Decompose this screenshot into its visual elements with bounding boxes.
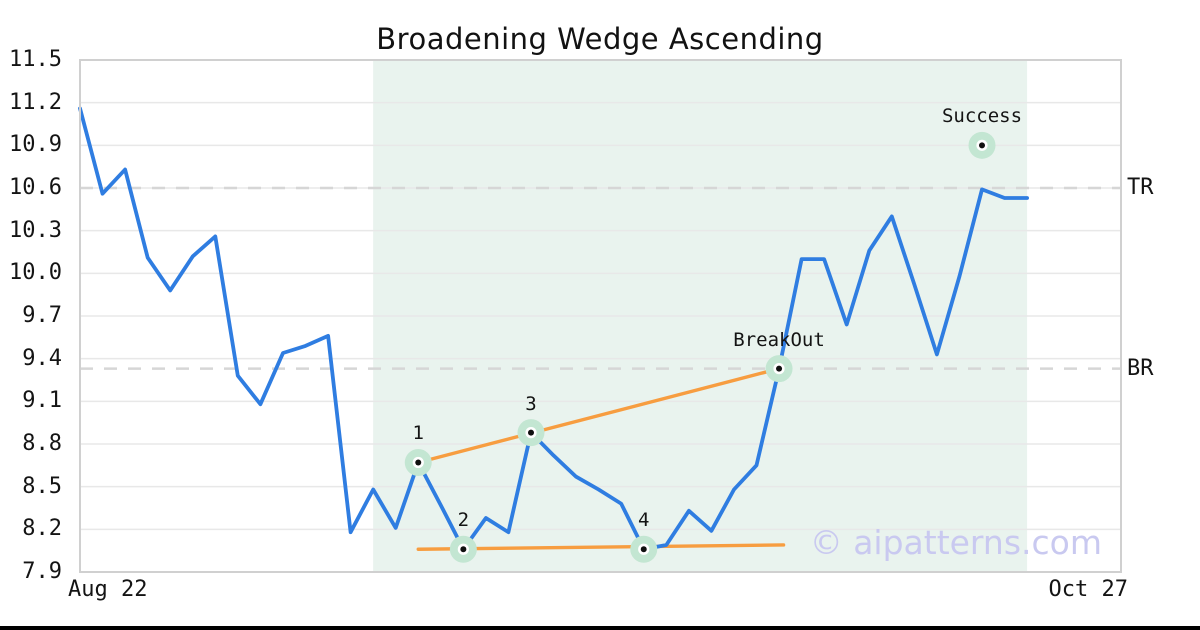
watermark-text: © aipatterns.com (809, 523, 1102, 562)
marker-1 (404, 448, 432, 476)
y-tick-label: 11.2 (9, 89, 62, 115)
y-tick-label: 11.5 (9, 47, 62, 72)
level-label-TR: TR (1127, 175, 1154, 200)
marker-label-1: 1 (412, 422, 424, 445)
y-tick-label: 10.0 (9, 260, 62, 286)
y-tick-label: 10.6 (9, 175, 62, 200)
marker-label-2: 2 (457, 509, 470, 532)
level-label-BR: BR (1127, 355, 1154, 381)
marker-label-Success: Success (941, 105, 1023, 128)
marker-BreakOut (765, 355, 793, 383)
bottom-bar (0, 626, 1200, 630)
x-axis-start-label: Aug 22 (68, 577, 148, 602)
plot-border (79, 59, 1122, 573)
y-tick-label: 9.1 (22, 388, 62, 414)
upper-trendline (416, 366, 781, 465)
y-tick-label: 10.9 (9, 132, 62, 158)
y-tick-label: 9.7 (22, 303, 62, 328)
marker-3 (517, 419, 545, 447)
y-tick-label: 7.9 (22, 559, 62, 584)
marker-label-4: 4 (638, 509, 650, 532)
y-tick-label: 8.8 (22, 431, 62, 456)
y-tick-label: 9.4 (22, 345, 62, 371)
price-line (78, 106, 1029, 552)
marker-label-3: 3 (525, 392, 537, 415)
chart-title: Broadening Wedge Ascending (376, 22, 824, 56)
marker-4 (630, 535, 658, 563)
lower-trendline (416, 543, 786, 551)
y-tick-label: 8.2 (22, 516, 62, 542)
marker-label-BreakOut: BreakOut (733, 328, 825, 351)
marker-2 (449, 535, 477, 563)
x-axis-end-label: Oct 27 (1048, 577, 1128, 602)
y-tick-label: 10.3 (9, 217, 62, 243)
y-tick-label: 8.5 (22, 473, 62, 499)
marker-Success (968, 131, 996, 159)
